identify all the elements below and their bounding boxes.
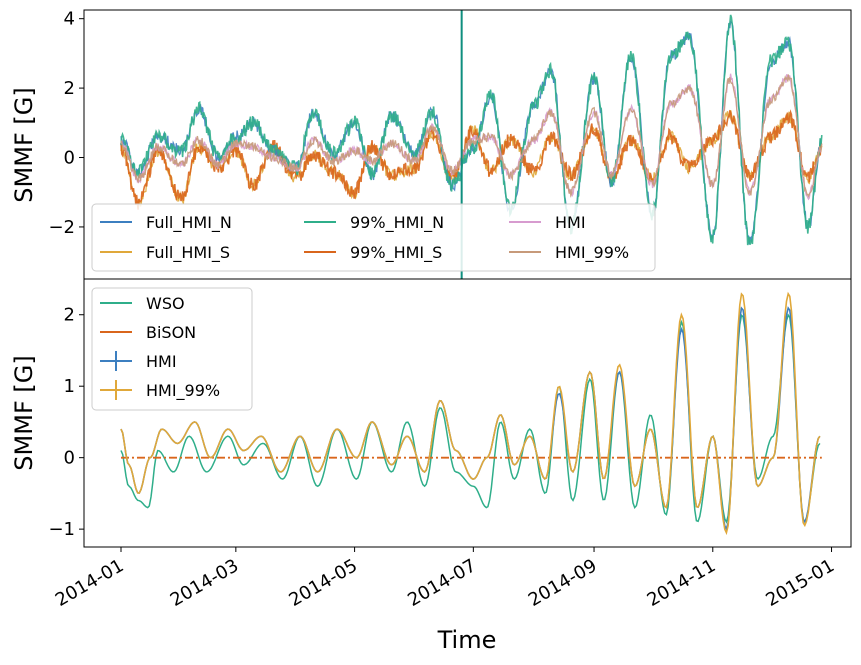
bottom-panel-frame [83, 278, 852, 548]
x-tick-label: 2014-11 [644, 555, 720, 611]
x-tick-label: 2014-09 [525, 555, 601, 611]
bottom-y-tick-label: 2 [64, 305, 75, 326]
top-legend-box [91, 203, 656, 272]
legend-label: Full_HMI_N [146, 213, 232, 233]
bottom-y-ticks: −1 0 1 2 [48, 305, 84, 540]
top-y-tick-label: −2 [48, 217, 75, 238]
top-y-ticks: −2 0 2 4 [48, 9, 84, 238]
top-plot-area [120, 10, 823, 279]
x-tick-label: 2014-03 [167, 555, 243, 611]
x-tick-label: 2015-01 [762, 555, 838, 611]
top-legend: Full_HMI_N Full_HMI_S 99%_HMI_N 99%_HMI_S HM… [91, 203, 656, 272]
bottom-x-ticks: 2014-01 2014-03 2014-05 2014-07 2014-09 2014-… [52, 547, 838, 611]
top-y-tick-label: 0 [64, 148, 75, 169]
legend-label: HMI [146, 352, 177, 371]
legend-label: HMI_99% [146, 381, 220, 401]
top-y-axis-title: SMMF [G] [10, 87, 38, 202]
legend-label: BiSON [146, 323, 196, 342]
legend-label: HMI [555, 213, 586, 232]
legend-label: WSO [146, 294, 185, 313]
series-line-wso [120, 313, 821, 525]
legend-label: Full_HMI_S [146, 243, 230, 263]
top-panel: −2 0 2 4 SMMF [G] Full_HMI_N Full_HMI_S 99%_H… [10, 9, 852, 280]
x-tick-label: 2014-01 [52, 555, 128, 611]
bottom-y-tick-label: −1 [48, 519, 75, 540]
top-y-tick-label: 4 [64, 9, 75, 30]
series-line-hmi-99- [120, 74, 823, 199]
x-tick-label: 2014-07 [404, 555, 480, 611]
x-tick-label: 2014-05 [285, 555, 361, 611]
bottom-legend: WSO BiSON HMI HMI_99% [91, 287, 253, 411]
legend-label: HMI_99% [555, 243, 629, 263]
bottom-legend-box [91, 287, 253, 411]
bottom-y-axis-title: SMMF [G] [10, 355, 38, 470]
bottom-y-tick-label: 0 [64, 448, 75, 469]
bottom-y-tick-label: 1 [64, 376, 75, 397]
series-line-hmi-99- [120, 291, 821, 536]
legend-label: 99%_HMI_S [350, 243, 442, 263]
x-axis-title: Time [437, 626, 497, 654]
legend-label: 99%_HMI_N [350, 213, 444, 233]
top-y-tick-label: 2 [64, 78, 75, 99]
bottom-plot-area [120, 291, 822, 536]
